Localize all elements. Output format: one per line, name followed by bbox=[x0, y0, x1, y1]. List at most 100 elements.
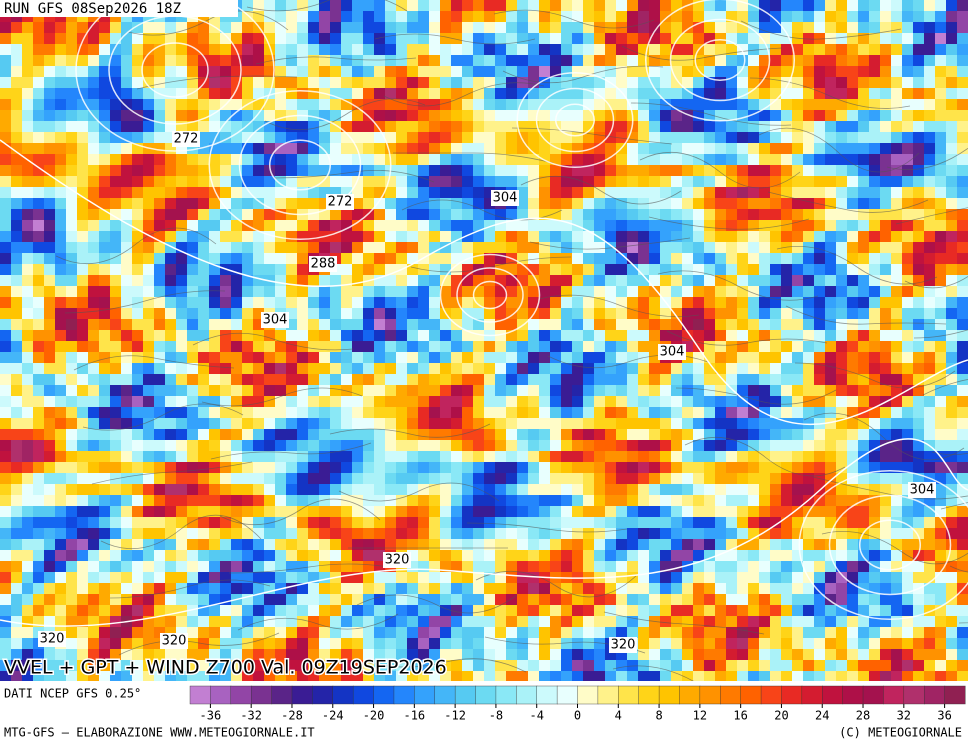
field-cell bbox=[880, 253, 891, 264]
field-cell bbox=[957, 330, 968, 341]
field-cell bbox=[363, 583, 374, 594]
field-cell bbox=[11, 121, 22, 132]
field-cell bbox=[451, 517, 462, 528]
field-cell bbox=[429, 352, 440, 363]
field-cell bbox=[836, 110, 847, 121]
field-cell bbox=[550, 374, 561, 385]
field-cell bbox=[616, 484, 627, 495]
field-cell bbox=[935, 583, 946, 594]
field-cell bbox=[308, 154, 319, 165]
field-cell bbox=[44, 154, 55, 165]
field-cell bbox=[44, 77, 55, 88]
field-cell bbox=[726, 110, 737, 121]
field-cell bbox=[913, 429, 924, 440]
field-cell bbox=[869, 341, 880, 352]
field-cell bbox=[99, 396, 110, 407]
field-cell bbox=[363, 594, 374, 605]
field-cell bbox=[770, 407, 781, 418]
field-cell bbox=[880, 55, 891, 66]
field-cell bbox=[396, 473, 407, 484]
field-cell bbox=[187, 374, 198, 385]
field-cell bbox=[231, 77, 242, 88]
field-cell bbox=[902, 231, 913, 242]
field-cell bbox=[473, 99, 484, 110]
field-cell bbox=[110, 66, 121, 77]
field-cell bbox=[528, 484, 539, 495]
field-cell bbox=[682, 451, 693, 462]
field-cell bbox=[363, 88, 374, 99]
field-cell bbox=[550, 473, 561, 484]
field-cell bbox=[891, 473, 902, 484]
field-cell bbox=[803, 242, 814, 253]
field-cell bbox=[726, 506, 737, 517]
field-cell bbox=[121, 605, 132, 616]
field-cell bbox=[858, 275, 869, 286]
field-cell bbox=[869, 88, 880, 99]
field-cell bbox=[550, 55, 561, 66]
field-cell bbox=[396, 319, 407, 330]
field-cell bbox=[297, 11, 308, 22]
field-cell bbox=[385, 55, 396, 66]
field-cell bbox=[66, 605, 77, 616]
field-cell bbox=[704, 473, 715, 484]
field-cell bbox=[781, 363, 792, 374]
field-cell bbox=[704, 528, 715, 539]
field-cell bbox=[88, 385, 99, 396]
field-cell bbox=[638, 517, 649, 528]
field-cell bbox=[561, 462, 572, 473]
field-cell bbox=[869, 352, 880, 363]
field-cell bbox=[99, 297, 110, 308]
field-cell bbox=[616, 429, 627, 440]
field-cell bbox=[143, 385, 154, 396]
field-cell bbox=[671, 429, 682, 440]
field-cell bbox=[902, 77, 913, 88]
field-cell bbox=[605, 462, 616, 473]
field-cell bbox=[308, 473, 319, 484]
field-cell bbox=[748, 22, 759, 33]
field-cell bbox=[759, 154, 770, 165]
field-cell bbox=[869, 231, 880, 242]
field-cell bbox=[924, 220, 935, 231]
field-cell bbox=[627, 341, 638, 352]
field-cell bbox=[869, 198, 880, 209]
field-cell bbox=[693, 594, 704, 605]
field-cell bbox=[836, 451, 847, 462]
field-cell bbox=[286, 242, 297, 253]
field-cell bbox=[264, 374, 275, 385]
field-cell bbox=[440, 187, 451, 198]
field-cell bbox=[110, 275, 121, 286]
field-cell bbox=[583, 55, 594, 66]
field-cell bbox=[737, 418, 748, 429]
field-cell bbox=[286, 286, 297, 297]
field-cell bbox=[176, 418, 187, 429]
field-cell bbox=[55, 407, 66, 418]
field-cell bbox=[99, 539, 110, 550]
field-cell bbox=[495, 0, 506, 11]
field-cell bbox=[484, 484, 495, 495]
field-cell bbox=[319, 517, 330, 528]
field-cell bbox=[297, 605, 308, 616]
field-cell bbox=[352, 242, 363, 253]
field-cell bbox=[44, 374, 55, 385]
field-cell bbox=[660, 605, 671, 616]
field-cell bbox=[649, 11, 660, 22]
field-cell bbox=[957, 88, 968, 99]
field-cell bbox=[209, 407, 220, 418]
field-cell bbox=[627, 517, 638, 528]
field-cell bbox=[715, 110, 726, 121]
field-cell bbox=[220, 33, 231, 44]
field-cell bbox=[0, 484, 11, 495]
field-cell bbox=[209, 220, 220, 231]
field-cell bbox=[869, 22, 880, 33]
field-cell bbox=[121, 319, 132, 330]
field-cell bbox=[77, 396, 88, 407]
field-cell bbox=[836, 561, 847, 572]
field-cell bbox=[187, 330, 198, 341]
field-cell bbox=[132, 88, 143, 99]
field-cell bbox=[682, 572, 693, 583]
field-cell bbox=[198, 561, 209, 572]
field-cell bbox=[704, 176, 715, 187]
field-cell bbox=[638, 374, 649, 385]
field-cell bbox=[275, 550, 286, 561]
field-cell bbox=[385, 374, 396, 385]
